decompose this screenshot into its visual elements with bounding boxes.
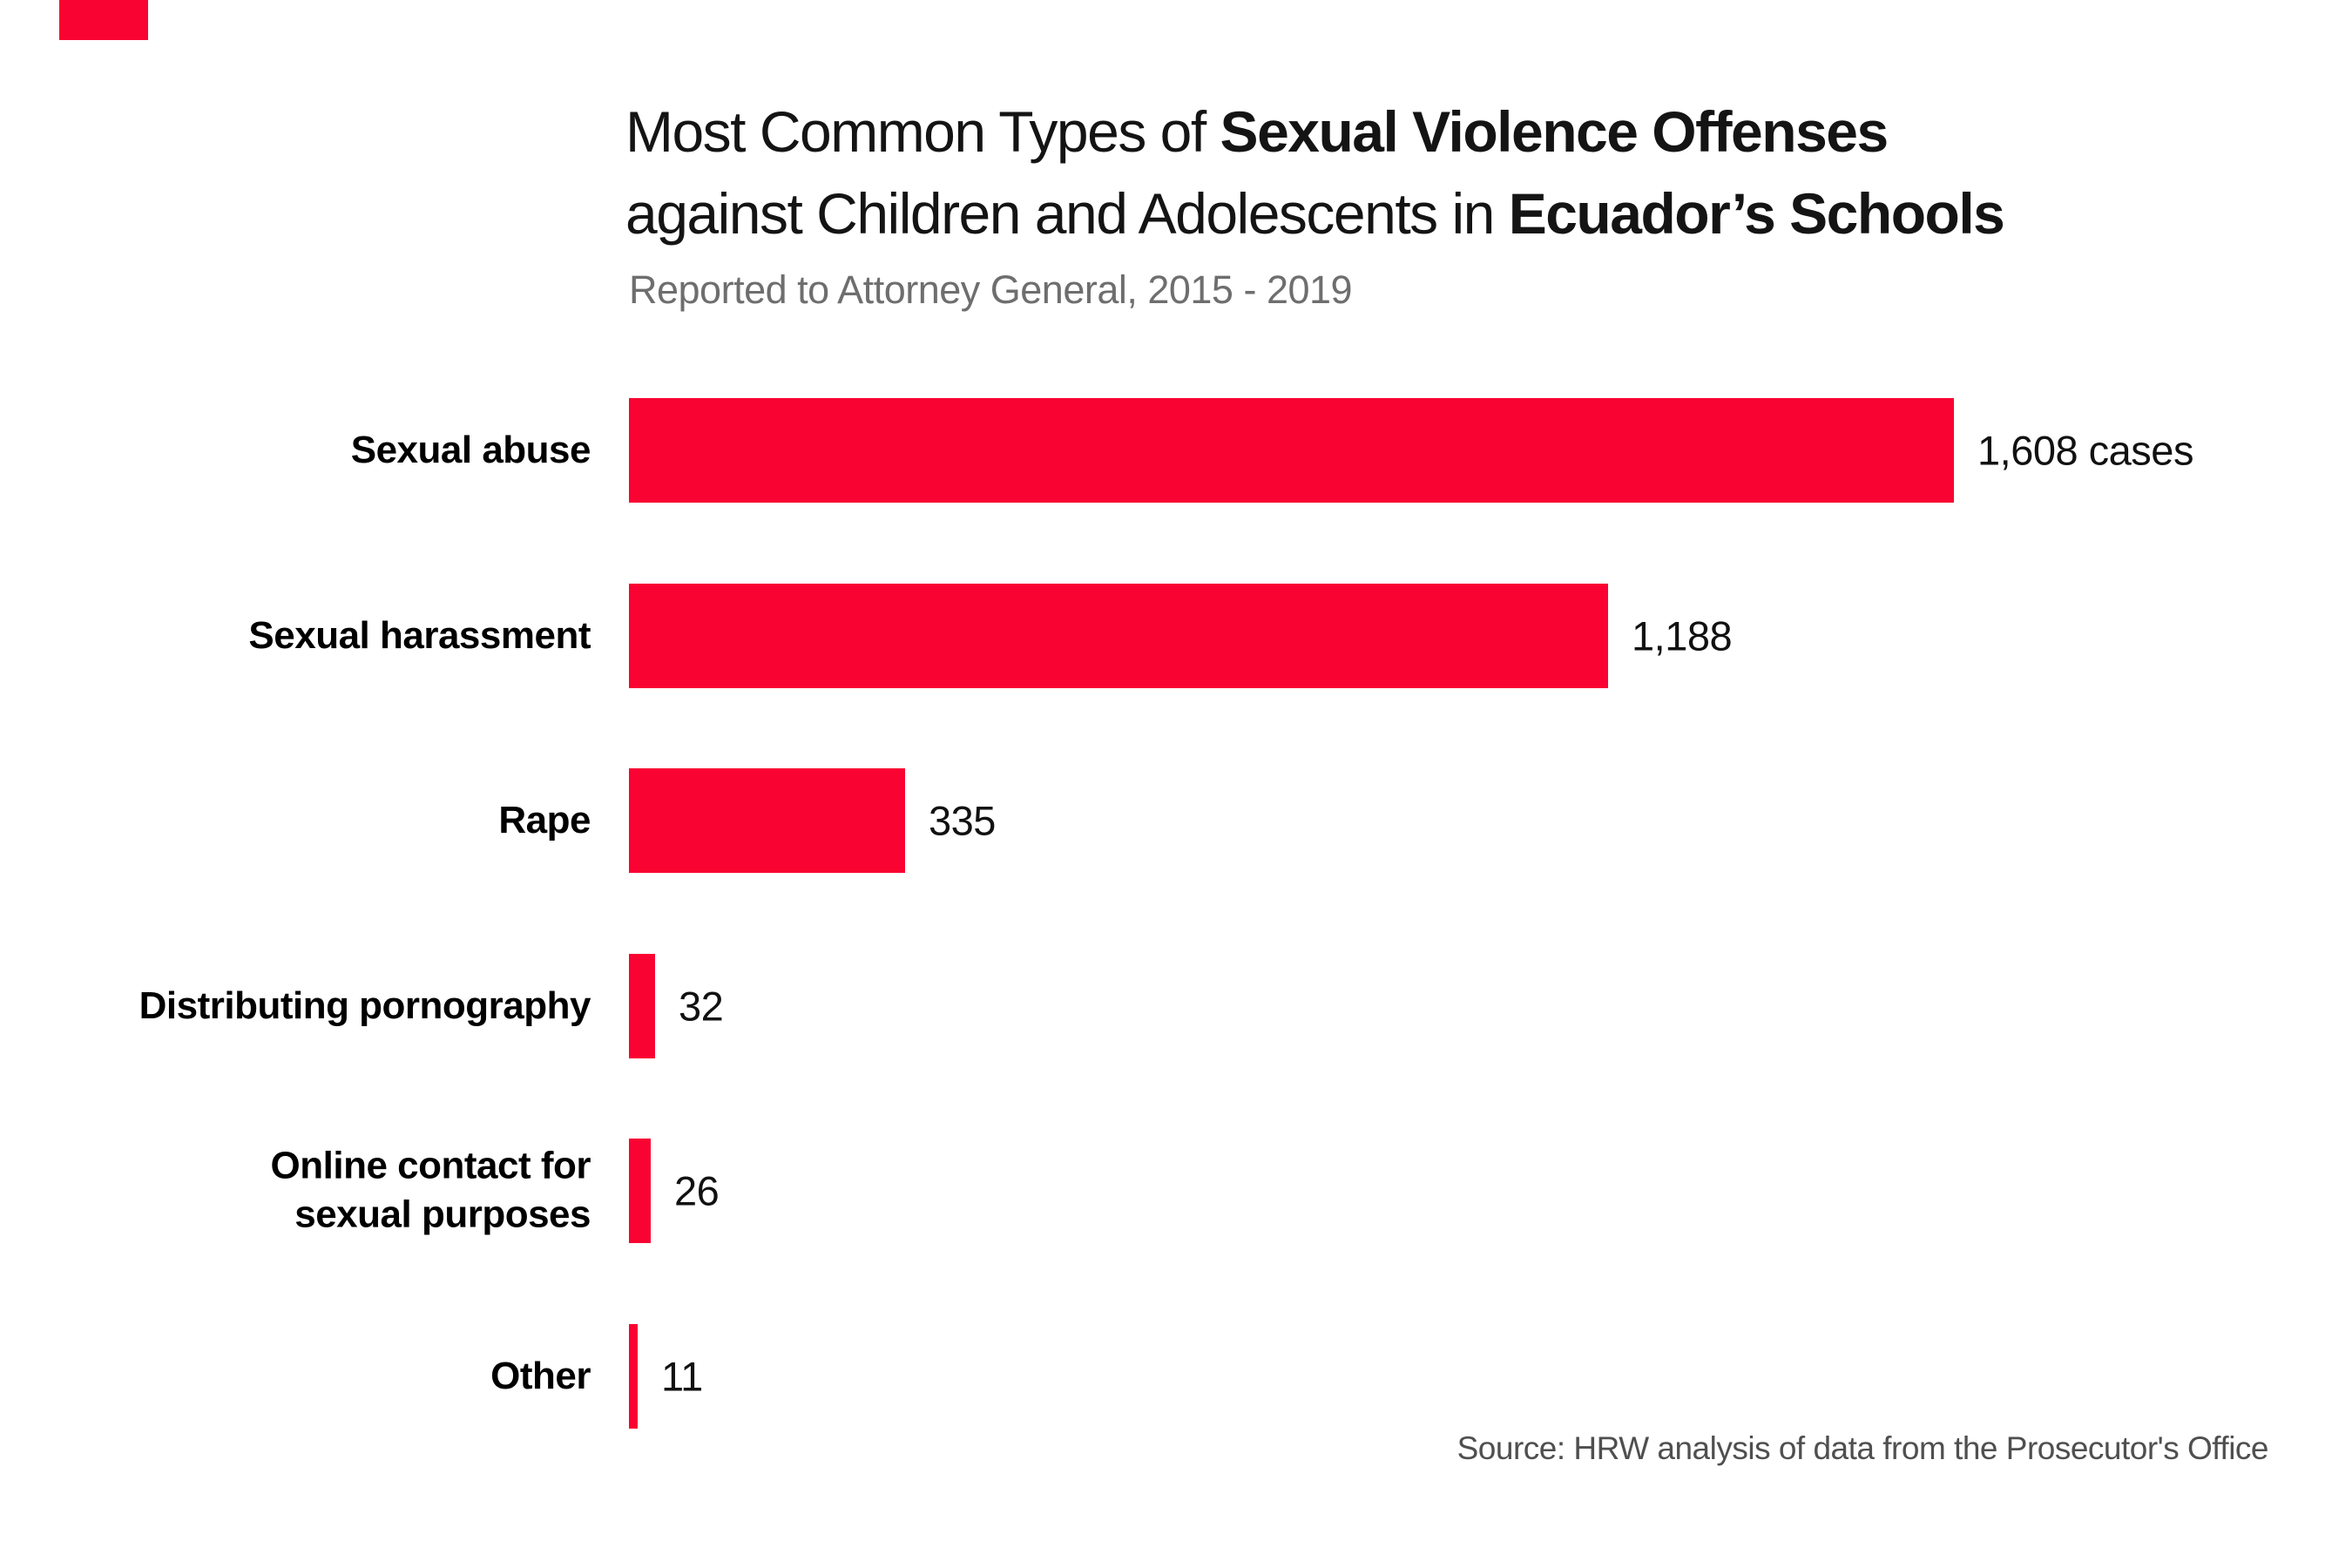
value-label-sexual-harassment: 1,188 [1632,612,1733,659]
value-label-distributing-pornography: 32 [679,983,724,1030]
category-label-distributing-pornography: Distributing pornography [139,983,591,1027]
bar-row-sexual-harassment: Sexual harassment 1,188 [0,544,2352,728]
bar-row-distributing-pornography: Distributing pornography 32 [0,914,2352,1098]
category-label-rape: Rape [498,798,591,841]
value-label-online-contact-for-sexual-purposes: 26 [674,1167,720,1214]
value-label-rape: 335 [929,797,996,844]
source-note: Source: HRW analysis of data from the Pr… [1456,1430,2269,1466]
category-label-sexual-harassment: Sexual harassment [248,613,591,657]
value-label-other: 11 [661,1353,703,1400]
title-line2-regular: against Children and Adolescents in [625,181,1509,246]
title-line-2: against Children and Adolescents in Ecua… [625,172,2005,254]
title-line1-bold: Sexual Violence Offenses [1220,99,1889,164]
chart-subtitle: Reported to Attorney General, 2015 - 201… [629,267,1353,312]
bar-other [629,1324,638,1429]
bar-row-other: Other 11 [0,1284,2352,1469]
category-label-sexual-abuse: Sexual abuse [350,428,591,471]
chart-title: Most Common Types of Sexual Violence Off… [625,91,2005,254]
bar-distributing-pornography [629,954,655,1058]
bar-sexual-abuse [629,398,1954,503]
title-line2-bold: Ecuador’s Schools [1508,181,2005,246]
category-label-other: Other [490,1354,591,1397]
bar-row-sexual-abuse: Sexual abuse 1,608 cases [0,358,2352,543]
bar-row-rape: Rape 335 [0,728,2352,913]
bar-rape [629,768,905,873]
bar-row-online-contact-for-sexual-purposes: Online contact for sexual purposes 26 [0,1098,2352,1283]
value-label-sexual-abuse: 1,608 cases [1977,427,2193,474]
bar-online-contact-for-sexual-purposes [629,1139,651,1243]
title-line-1: Most Common Types of Sexual Violence Off… [625,91,2004,172]
category-label-online-contact-for-sexual-purposes: Online contact for sexual purposes [270,1144,591,1236]
title-line1-regular: Most Common Types of [625,99,1220,164]
hrw-red-logo-mark [59,0,148,40]
bar-sexual-harassment [629,584,1608,688]
